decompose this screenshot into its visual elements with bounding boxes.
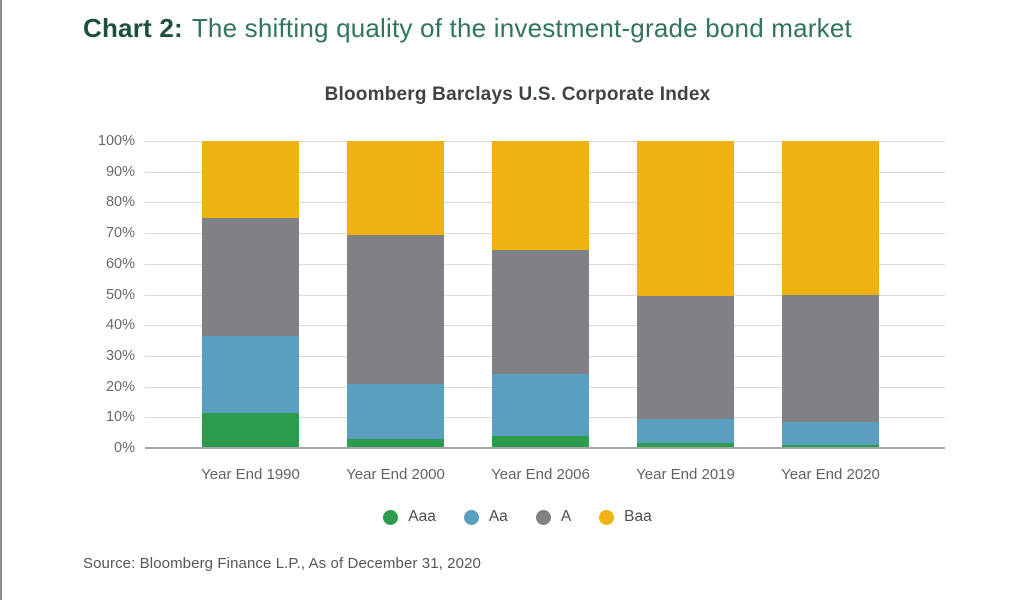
bar-segment-a — [202, 217, 299, 336]
bar-year-end-2000 — [347, 141, 444, 448]
bar-segment-a — [782, 294, 879, 422]
y-tick-label: 20% — [105, 378, 135, 395]
bar-segment-a — [637, 296, 734, 419]
legend-label: Baa — [624, 508, 652, 525]
chart-heading-prefix: Chart 2: — [83, 13, 183, 43]
bar-segment-baa — [637, 141, 734, 297]
bar-segment-baa — [347, 141, 444, 235]
plot-area — [145, 141, 945, 449]
bar-segment-aaa — [202, 412, 299, 448]
chart-title: Bloomberg Barclays U.S. Corporate Index — [324, 84, 711, 105]
y-tick-label: 0% — [114, 440, 135, 456]
x-axis-baseline — [145, 447, 945, 449]
bar-year-end-2020 — [782, 141, 879, 448]
legend-swatch-baa-icon — [599, 509, 615, 525]
bar-segment-aaa — [637, 443, 734, 448]
bar-segment-aaa — [492, 435, 589, 448]
bar-segment-aa — [782, 421, 879, 445]
legend-item-aa: Aa — [463, 508, 508, 526]
y-tick-label: 100% — [97, 133, 135, 149]
bar-year-end-2006 — [492, 141, 589, 448]
legend-item-baa: Baa — [599, 508, 652, 526]
y-tick-label: 50% — [105, 286, 135, 303]
bar-segment-a — [347, 234, 444, 384]
bar-segment-aa — [492, 374, 589, 436]
y-axis-labels: 100% 90% 80% 70% 60% 50% 40% 30% 20% 10% 0% — [55, 133, 135, 456]
bar-year-end-1990 — [202, 141, 299, 448]
page-edge-line — [0, 0, 2, 600]
legend: Aaa Aa A Baa — [90, 506, 945, 528]
bar-segment-baa — [492, 141, 589, 250]
x-tick-label: Year End 2019 — [636, 466, 735, 483]
legend-swatch-aaa-icon — [383, 509, 399, 525]
legend-item-aaa: Aaa — [383, 508, 436, 526]
x-tick-label: Year End 2020 — [781, 466, 880, 483]
source-note: Source: Bloomberg Finance L.P., As of De… — [83, 555, 481, 572]
x-tick-label: Year End 1990 — [201, 466, 300, 483]
y-tick-label: 60% — [105, 255, 135, 272]
bar-segment-a — [492, 250, 589, 375]
bar-segment-aa — [202, 335, 299, 413]
y-tick-label: 30% — [105, 347, 135, 364]
y-tick-label: 90% — [105, 163, 135, 180]
bar-segment-aa — [637, 418, 734, 444]
x-tick-label: Year End 2000 — [346, 466, 445, 483]
bar-year-end-2019 — [637, 141, 734, 448]
bar-segment-baa — [782, 141, 879, 295]
chart-heading-text: The shifting quality of the investment-g… — [191, 13, 852, 43]
y-tick-label: 80% — [105, 194, 135, 211]
legend-item-a: A — [535, 508, 572, 526]
legend-label: Aa — [488, 508, 508, 525]
y-tick-label: 40% — [105, 317, 135, 334]
x-tick-label: Year End 2006 — [491, 466, 590, 483]
legend-swatch-a-icon — [535, 509, 551, 525]
y-tick-label: 10% — [105, 409, 135, 426]
bar-segment-baa — [202, 141, 299, 218]
bar-segment-aa — [347, 383, 444, 439]
y-tick-label: 70% — [105, 225, 135, 242]
legend-label: Aaa — [408, 508, 436, 525]
legend-swatch-aa-icon — [463, 509, 479, 525]
bar-segment-aaa — [782, 444, 879, 448]
chart-heading: Chart 2: The shifting quality of the inve… — [83, 13, 852, 44]
legend-label: A — [560, 508, 572, 525]
x-axis-labels: Year End 1990 Year End 2000 Year End 2006 Y… — [145, 466, 945, 488]
bar-segment-aaa — [347, 438, 444, 448]
